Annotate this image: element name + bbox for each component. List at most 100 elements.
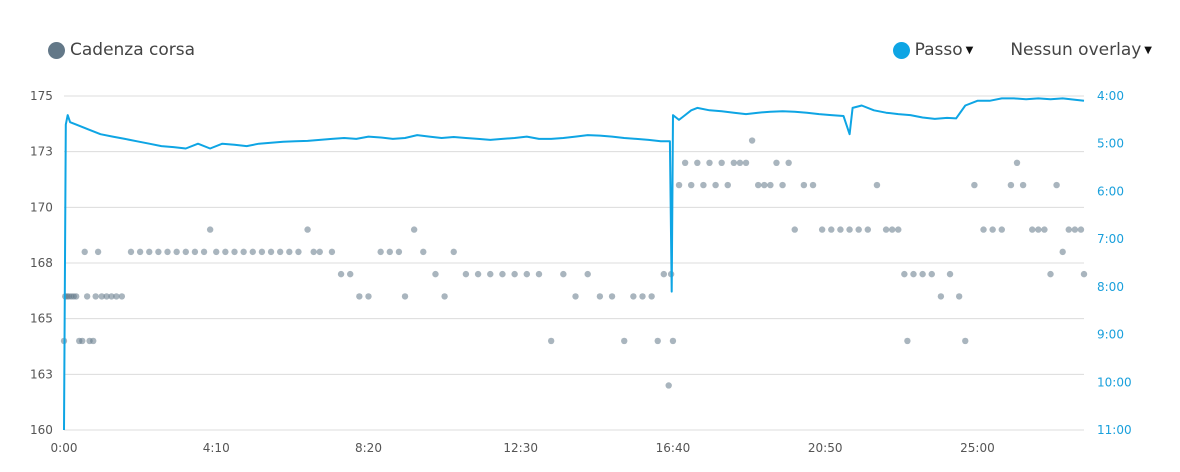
cadence-point: [401, 293, 409, 300]
cadence-point: [1080, 270, 1088, 278]
cadence-point: [910, 270, 917, 278]
left-tick-label: 168: [30, 256, 53, 270]
cadence-point: [72, 293, 80, 300]
cadence-point: [94, 248, 102, 256]
chevron-down-icon: ▼: [1144, 44, 1152, 56]
cadence-point: [654, 337, 661, 345]
pace-series: [63, 97, 1085, 431]
cadence-point: [688, 181, 695, 189]
cadence-point: [748, 137, 756, 144]
cadence-point: [621, 337, 628, 345]
cadence-point: [98, 293, 105, 300]
cadence-point: [809, 181, 817, 189]
cadence-point: [730, 159, 738, 166]
cadence-point: [474, 270, 482, 278]
cadence-point: [118, 293, 126, 300]
cadence-point: [800, 181, 808, 189]
cadence-point: [410, 226, 418, 233]
cadence-point: [191, 248, 199, 256]
overlay-dropdown-label: Nessun overlay: [1010, 40, 1142, 60]
cadence-point: [724, 181, 731, 189]
cadence-legend[interactable]: Cadenza corsa: [48, 40, 195, 60]
right-axis-ticks: 4:00 5:00 6:00 7:00 8:00 9:00 10:00 11:00: [1097, 89, 1132, 437]
cadence-point: [164, 248, 171, 256]
right-tick-label: 4:00: [1097, 89, 1124, 103]
cadence-point: [377, 248, 384, 256]
right-tick-label: 10:00: [1097, 375, 1132, 389]
cadence-point: [1013, 159, 1021, 166]
cadence-point: [718, 159, 725, 166]
cadence-point: [767, 181, 774, 189]
pace-dropdown-label: Passo: [914, 40, 963, 60]
cadence-point: [432, 270, 439, 278]
cadence-point: [665, 382, 672, 389]
cadence-point: [712, 181, 719, 189]
cadence-point: [1029, 226, 1036, 233]
cadence-point: [304, 226, 311, 233]
cadence-point: [675, 181, 683, 189]
cadence-point: [310, 248, 317, 256]
cadence-point: [955, 293, 963, 300]
left-tick-label: 173: [30, 145, 53, 159]
legend-right: Passo ▼ Nessun overlay ▼: [892, 40, 1152, 60]
cadence-point: [742, 159, 750, 166]
cadence-point: [660, 270, 668, 278]
pace-legend-dot-icon: [892, 41, 910, 59]
cadence-point: [1071, 226, 1079, 233]
cadence-point: [295, 248, 302, 256]
cadence-point: [1065, 226, 1072, 233]
left-tick-label: 160: [30, 423, 53, 437]
cadence-point: [499, 270, 506, 278]
cadence-point: [669, 337, 677, 345]
cadence-point: [276, 248, 284, 256]
grid-lines: [64, 95, 1084, 431]
cadence-point: [511, 270, 518, 278]
cadence-point: [873, 181, 881, 189]
cadence-point: [639, 293, 646, 300]
cadence-point: [365, 293, 372, 300]
cadence-point: [450, 248, 457, 256]
x-tick-label: 20:50: [808, 441, 843, 455]
cadence-point: [1035, 226, 1042, 233]
x-tick-label: 8:20: [355, 441, 382, 455]
cadence-point: [1041, 226, 1048, 233]
cadence-point: [535, 270, 543, 278]
cadence-point: [347, 270, 354, 278]
right-tick-label: 5:00: [1097, 137, 1124, 151]
cadence-point: [1019, 181, 1027, 189]
right-tick-label: 7:00: [1097, 232, 1124, 246]
right-tick-label: 6:00: [1097, 184, 1124, 198]
cadence-point: [386, 248, 393, 256]
cadence-point: [286, 248, 293, 256]
chevron-down-icon: ▼: [965, 44, 974, 56]
cadence-point: [584, 270, 591, 278]
cadence-point: [828, 226, 835, 233]
left-tick-label: 170: [30, 200, 53, 214]
left-tick-label: 165: [30, 312, 53, 326]
overlay-dropdown[interactable]: Nessun overlay ▼: [1005, 40, 1152, 60]
left-axis-ticks: 175 173 170 168 165 163 160: [30, 89, 53, 437]
cadence-point: [608, 293, 616, 300]
cadence-point: [420, 248, 427, 256]
cadence-point: [755, 181, 762, 189]
chart-header: Cadenza corsa Passo ▼ Nessun overlay ▼: [0, 0, 1180, 80]
right-tick-label: 11:00: [1097, 423, 1132, 437]
right-tick-label: 8:00: [1097, 280, 1124, 294]
cadence-point: [779, 181, 786, 189]
cadence-point: [328, 248, 336, 256]
cadence-point: [572, 293, 579, 300]
cadence-point: [547, 337, 555, 345]
left-tick-label: 175: [30, 89, 53, 103]
cadence-point: [173, 248, 180, 256]
cadence-point: [92, 293, 99, 300]
x-tick-label: 12:30: [503, 441, 538, 455]
cadence-point: [895, 226, 902, 233]
cadence-point: [1007, 181, 1015, 189]
cadence-point: [1059, 248, 1066, 256]
cadence-point: [200, 248, 208, 256]
cadence-point: [962, 337, 969, 345]
pace-dropdown[interactable]: Passo ▼: [892, 40, 974, 60]
cadence-point: [736, 159, 744, 166]
cadence-point: [998, 226, 1005, 233]
